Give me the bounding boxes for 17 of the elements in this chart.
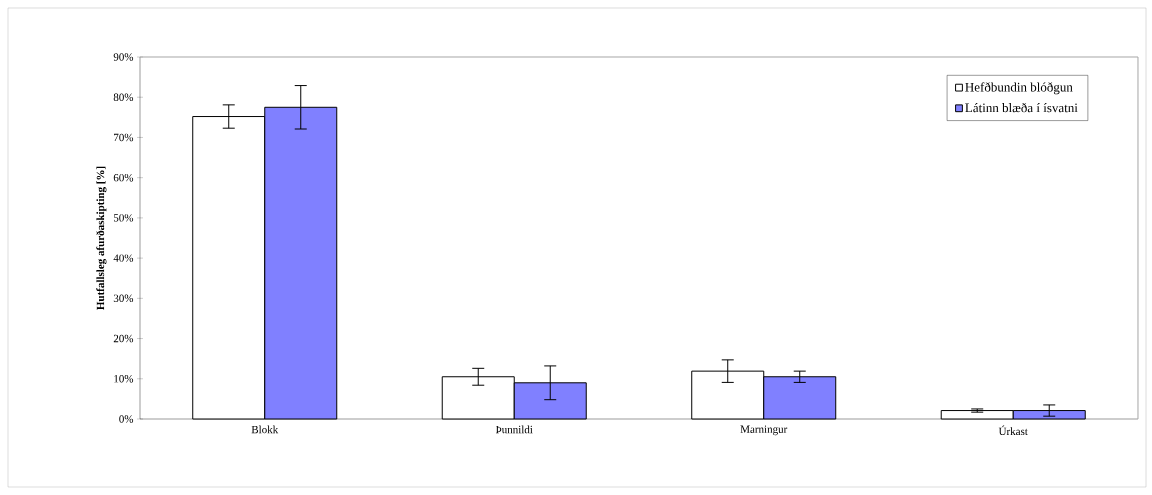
y-tick-label: 20% xyxy=(113,334,134,343)
legend-label: Látinn blæða í ísvatni xyxy=(965,102,1078,113)
y-tick-label: 80% xyxy=(113,93,134,101)
y-tick-label: 60% xyxy=(113,173,134,182)
y-tick-label: 70% xyxy=(114,133,134,142)
legend-label: Hefðbundin blóðgun xyxy=(965,82,1073,95)
x-tick-label: Úrkast xyxy=(998,425,1028,436)
y-tick-label: 50% xyxy=(113,214,134,222)
y-tick-label: 90% xyxy=(113,53,134,61)
y-tick-label: 0% xyxy=(119,415,134,423)
y-tick-label: 40% xyxy=(113,254,134,262)
x-tick-label: Þunnildi xyxy=(495,425,533,434)
y-axis-title: Hutfallsleg afurðaskipting [%] xyxy=(96,166,107,310)
y-tick-label: 30% xyxy=(113,294,134,303)
y-tick-label: 10% xyxy=(114,375,134,383)
x-tick-label: Marningur xyxy=(740,425,788,436)
x-tick-label: Blokk xyxy=(251,425,279,434)
